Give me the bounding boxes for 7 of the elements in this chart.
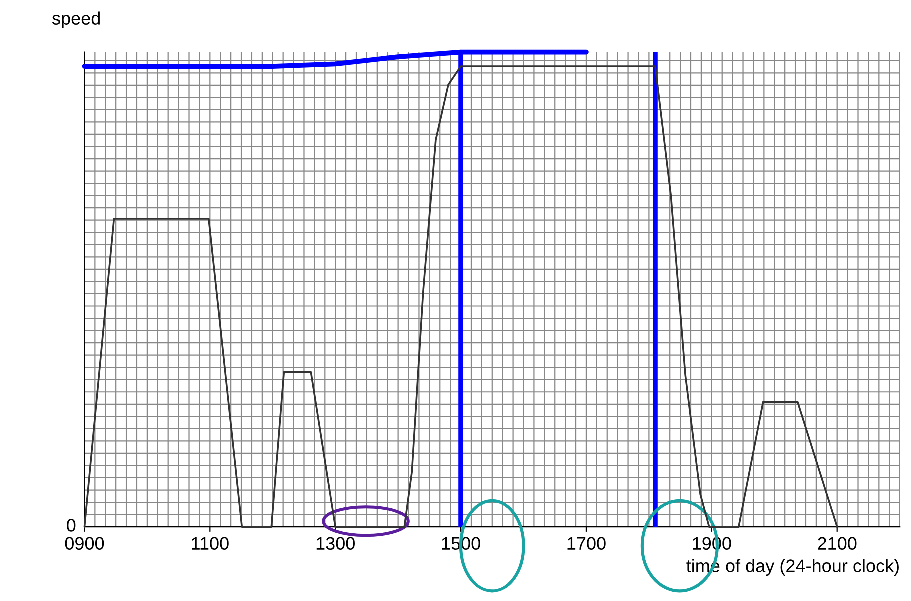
x-tick-label: 1300 xyxy=(316,537,355,550)
x-tick-label: 1700 xyxy=(568,537,606,550)
x-tick-label: 2100 xyxy=(818,537,857,550)
text: 0 xyxy=(67,519,76,532)
y-axis-title: speed xyxy=(52,12,100,29)
x-tick-label: 1100 xyxy=(192,537,229,550)
x-tick-label: 0900 xyxy=(65,537,104,550)
